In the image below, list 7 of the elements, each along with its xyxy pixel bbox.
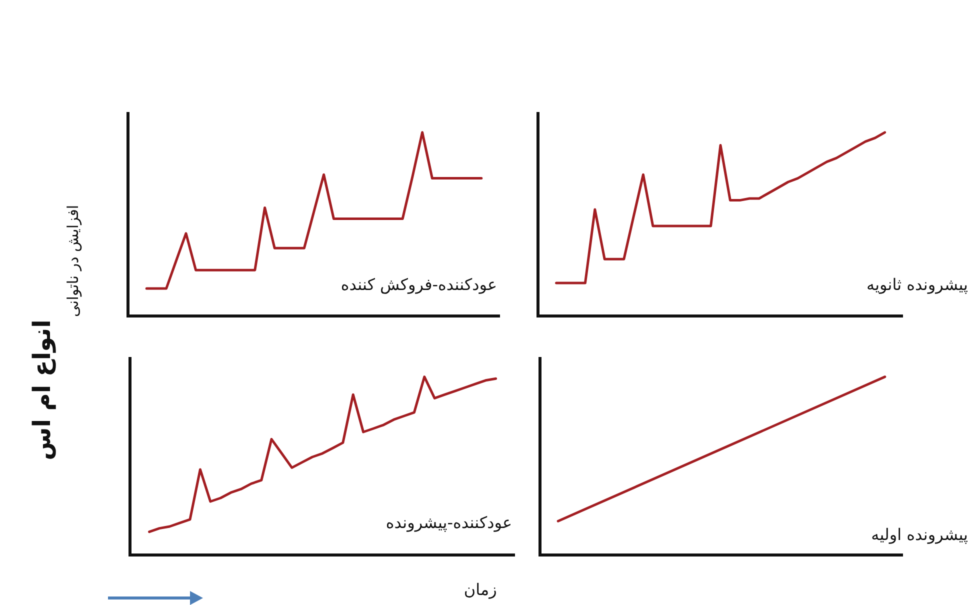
- x-axis-title: زمان: [464, 580, 497, 599]
- text: پیشرونده اولیه: [871, 525, 968, 544]
- text: انواع ام اس: [28, 320, 56, 460]
- text: پیشرونده ثانویه: [866, 275, 968, 294]
- text: عودکننده-فروکش کننده: [340, 275, 497, 294]
- y-axis-title: افزایش در ناتوانی: [64, 204, 82, 317]
- text: عودکننده-پیشرونده: [386, 513, 512, 532]
